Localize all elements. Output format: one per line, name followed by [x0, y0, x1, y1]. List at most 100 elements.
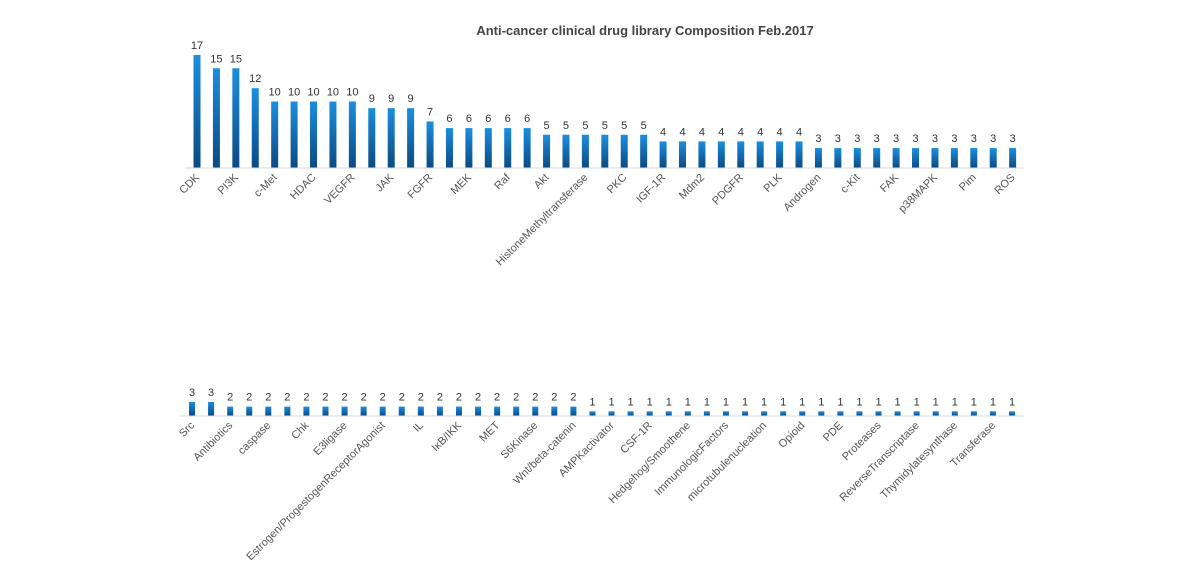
bar: [265, 406, 272, 416]
value-label: 2: [341, 392, 347, 404]
bar: [387, 108, 395, 168]
value-label: 3: [189, 387, 195, 399]
value-label: 9: [408, 93, 414, 105]
bar: [436, 406, 443, 416]
bar: [875, 411, 882, 416]
value-label: 6: [505, 113, 511, 125]
bar: [232, 68, 240, 168]
value-label: 2: [551, 392, 557, 404]
value-label: 3: [854, 133, 860, 145]
value-label: 10: [288, 87, 300, 99]
value-label: 1: [685, 396, 691, 408]
bar: [989, 411, 996, 416]
bar: [570, 406, 577, 416]
x-tick-label: PLK: [762, 171, 786, 195]
value-label: 1: [933, 396, 939, 408]
value-label: 2: [322, 392, 328, 404]
x-tick-label: PI3K: [216, 171, 242, 197]
value-label: 2: [303, 392, 309, 404]
value-label: 4: [796, 126, 802, 138]
bar: [484, 128, 492, 168]
bar: [227, 406, 234, 416]
value-label: 2: [513, 392, 519, 404]
bar: [329, 101, 337, 168]
x-tick-label: MET: [477, 419, 502, 444]
value-label: 1: [628, 396, 634, 408]
bar: [1009, 148, 1017, 168]
bar: [322, 406, 329, 416]
value-label: 2: [418, 392, 424, 404]
bar: [679, 141, 686, 168]
value-label: 5: [602, 120, 608, 132]
value-label: 2: [361, 392, 367, 404]
value-label: 4: [679, 126, 685, 138]
bar: [417, 406, 424, 416]
value-label: 2: [456, 392, 462, 404]
bar: [989, 148, 997, 168]
bar: [856, 411, 863, 416]
bar: [379, 406, 386, 416]
x-tick-label: JAK: [374, 171, 397, 194]
value-label: 2: [532, 392, 538, 404]
bar: [523, 128, 531, 168]
value-label: 2: [399, 392, 405, 404]
x-tick-label: ImmunologicFactors: [653, 419, 732, 498]
value-label: 2: [494, 392, 500, 404]
bar: [398, 406, 405, 416]
value-label: 2: [284, 392, 290, 404]
value-label: 5: [641, 120, 647, 132]
value-label: 2: [265, 392, 271, 404]
value-label: 3: [874, 133, 880, 145]
bar: [931, 148, 939, 168]
bar: [348, 101, 356, 168]
value-label: 3: [932, 133, 938, 145]
bar: [513, 406, 520, 416]
x-tick-label: Androgen: [781, 172, 823, 214]
x-tick-label: Src: [177, 419, 198, 440]
bar: [646, 411, 653, 416]
bar: [703, 411, 710, 416]
value-label: 2: [380, 392, 386, 404]
bar: [799, 411, 806, 416]
x-tick-label: Raf: [492, 171, 513, 192]
value-label: 1: [723, 396, 729, 408]
value-label: 3: [1010, 133, 1016, 145]
x-tick-label: Opioid: [776, 420, 807, 451]
bar: [837, 411, 844, 416]
value-label: 2: [475, 392, 481, 404]
bar: [780, 411, 787, 416]
x-tick-label: PDGFR: [710, 172, 746, 208]
value-label: 1: [647, 396, 653, 408]
x-tick-label: Pim: [957, 172, 979, 194]
value-label: 3: [893, 133, 899, 145]
value-label: 5: [621, 120, 627, 132]
value-label: 4: [699, 126, 705, 138]
bar: [665, 411, 672, 416]
value-label: 1: [895, 396, 901, 408]
value-label: 3: [208, 387, 214, 399]
value-label: 9: [369, 93, 375, 105]
value-label: 15: [230, 53, 242, 65]
value-label: 1: [952, 396, 958, 408]
value-label: 1: [971, 396, 977, 408]
value-label: 3: [835, 133, 841, 145]
bar: [445, 128, 453, 168]
bar: [290, 101, 298, 168]
x-tick-label: MEK: [449, 171, 475, 197]
bar: [932, 411, 939, 416]
bar: [601, 134, 609, 168]
bar: [737, 141, 745, 168]
x-tick-label: FAK: [878, 171, 902, 195]
bar: [912, 148, 920, 168]
value-label: 3: [990, 133, 996, 145]
value-label: 1: [914, 396, 920, 408]
value-label: 3: [815, 133, 821, 145]
value-label: 4: [660, 126, 666, 138]
value-label: 1: [837, 396, 843, 408]
value-label: 6: [524, 113, 530, 125]
value-label: 1: [589, 396, 595, 408]
value-label: 4: [738, 126, 744, 138]
bar: [360, 406, 367, 416]
bar: [1009, 411, 1016, 416]
x-tick-label: Akt: [532, 172, 552, 192]
